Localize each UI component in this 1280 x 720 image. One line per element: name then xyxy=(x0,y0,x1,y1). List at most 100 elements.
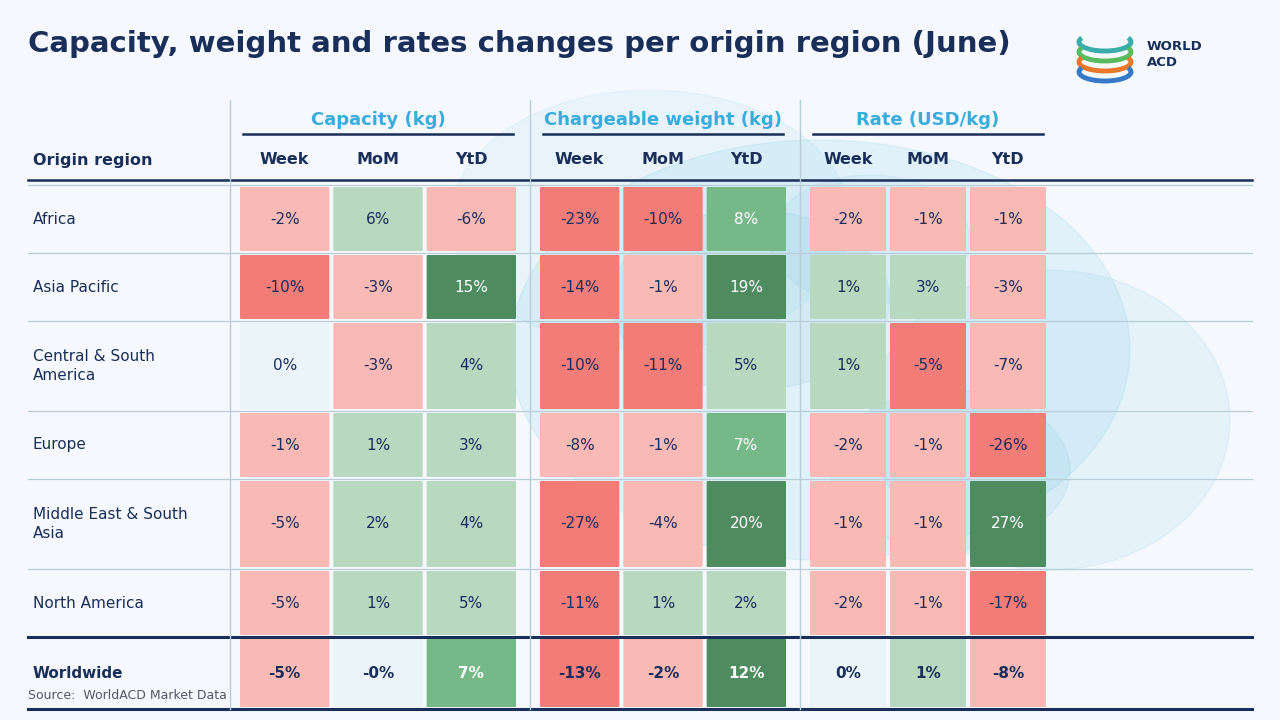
FancyBboxPatch shape xyxy=(540,639,620,707)
FancyBboxPatch shape xyxy=(623,187,703,251)
FancyBboxPatch shape xyxy=(707,481,786,567)
FancyBboxPatch shape xyxy=(707,413,786,477)
FancyBboxPatch shape xyxy=(333,187,422,251)
Text: -1%: -1% xyxy=(270,438,300,452)
FancyBboxPatch shape xyxy=(426,255,516,319)
Text: Rate (USD/kg): Rate (USD/kg) xyxy=(856,111,1000,129)
FancyBboxPatch shape xyxy=(970,255,1046,319)
FancyBboxPatch shape xyxy=(426,571,516,635)
Text: -2%: -2% xyxy=(833,438,863,452)
Text: -3%: -3% xyxy=(364,279,393,294)
Text: -1%: -1% xyxy=(913,516,943,531)
Text: 5%: 5% xyxy=(460,595,484,611)
FancyBboxPatch shape xyxy=(426,323,516,409)
Text: Capacity, weight and rates changes per origin region (June): Capacity, weight and rates changes per o… xyxy=(28,30,1011,58)
FancyBboxPatch shape xyxy=(707,323,786,409)
FancyBboxPatch shape xyxy=(333,481,422,567)
Text: YtD: YtD xyxy=(454,153,488,168)
Text: MoM: MoM xyxy=(641,153,685,168)
FancyBboxPatch shape xyxy=(623,481,703,567)
FancyBboxPatch shape xyxy=(890,323,966,409)
Text: Worldwide: Worldwide xyxy=(33,665,123,680)
FancyBboxPatch shape xyxy=(333,571,422,635)
Text: North America: North America xyxy=(33,595,143,611)
Text: 1%: 1% xyxy=(836,279,860,294)
Text: Middle East & South
Asia: Middle East & South Asia xyxy=(33,507,188,541)
Text: -3%: -3% xyxy=(364,359,393,374)
FancyBboxPatch shape xyxy=(970,187,1046,251)
Text: 6%: 6% xyxy=(366,212,390,227)
FancyBboxPatch shape xyxy=(707,571,786,635)
Text: -3%: -3% xyxy=(993,279,1023,294)
Text: -1%: -1% xyxy=(913,438,943,452)
Text: -0%: -0% xyxy=(362,665,394,680)
Text: -2%: -2% xyxy=(270,212,300,227)
Text: -2%: -2% xyxy=(833,212,863,227)
Text: YtD: YtD xyxy=(992,153,1024,168)
FancyBboxPatch shape xyxy=(540,187,620,251)
Text: -13%: -13% xyxy=(558,665,602,680)
Text: Source:  WorldACD Market Data: Source: WorldACD Market Data xyxy=(28,689,227,702)
FancyBboxPatch shape xyxy=(890,639,966,707)
Text: Capacity (kg): Capacity (kg) xyxy=(311,111,445,129)
FancyBboxPatch shape xyxy=(810,413,886,477)
FancyBboxPatch shape xyxy=(241,323,329,409)
Text: -5%: -5% xyxy=(270,516,300,531)
Text: -26%: -26% xyxy=(988,438,1028,452)
FancyBboxPatch shape xyxy=(707,187,786,251)
Text: 19%: 19% xyxy=(730,279,763,294)
Text: Week: Week xyxy=(556,153,604,168)
Text: 2%: 2% xyxy=(735,595,759,611)
Text: -11%: -11% xyxy=(559,595,599,611)
Text: 20%: 20% xyxy=(730,516,763,531)
Text: 1%: 1% xyxy=(366,595,390,611)
Text: Africa: Africa xyxy=(33,212,77,227)
Text: 7%: 7% xyxy=(735,438,759,452)
FancyBboxPatch shape xyxy=(810,323,886,409)
Text: 12%: 12% xyxy=(728,665,764,680)
Text: Central & South
America: Central & South America xyxy=(33,349,155,383)
Ellipse shape xyxy=(611,210,890,390)
FancyBboxPatch shape xyxy=(890,481,966,567)
Text: MoM: MoM xyxy=(357,153,399,168)
Text: -1%: -1% xyxy=(913,595,943,611)
Text: WORLD: WORLD xyxy=(1147,40,1203,53)
FancyBboxPatch shape xyxy=(810,481,886,567)
Text: -8%: -8% xyxy=(564,438,594,452)
FancyBboxPatch shape xyxy=(890,571,966,635)
FancyBboxPatch shape xyxy=(540,323,620,409)
Text: 4%: 4% xyxy=(460,516,484,531)
FancyBboxPatch shape xyxy=(623,323,703,409)
Text: -6%: -6% xyxy=(457,212,486,227)
FancyBboxPatch shape xyxy=(333,413,422,477)
FancyBboxPatch shape xyxy=(241,639,329,707)
Text: -5%: -5% xyxy=(913,359,943,374)
Text: 1%: 1% xyxy=(915,665,941,680)
Ellipse shape xyxy=(829,390,1070,550)
FancyBboxPatch shape xyxy=(810,187,886,251)
Text: 1%: 1% xyxy=(650,595,675,611)
Text: -1%: -1% xyxy=(993,212,1023,227)
Text: 7%: 7% xyxy=(458,665,484,680)
Text: -8%: -8% xyxy=(992,665,1024,680)
Text: Chargeable weight (kg): Chargeable weight (kg) xyxy=(544,111,782,129)
FancyBboxPatch shape xyxy=(241,413,329,477)
Text: Europe: Europe xyxy=(33,438,87,452)
Text: 0%: 0% xyxy=(835,665,861,680)
FancyBboxPatch shape xyxy=(890,413,966,477)
Text: -1%: -1% xyxy=(648,279,678,294)
Text: -4%: -4% xyxy=(648,516,678,531)
Text: MoM: MoM xyxy=(906,153,950,168)
Text: -11%: -11% xyxy=(644,359,682,374)
Text: 15%: 15% xyxy=(454,279,488,294)
FancyBboxPatch shape xyxy=(970,323,1046,409)
FancyBboxPatch shape xyxy=(333,639,422,707)
FancyBboxPatch shape xyxy=(810,571,886,635)
Text: Asia Pacific: Asia Pacific xyxy=(33,279,119,294)
Ellipse shape xyxy=(771,175,970,305)
FancyBboxPatch shape xyxy=(241,481,329,567)
FancyBboxPatch shape xyxy=(540,571,620,635)
Ellipse shape xyxy=(509,140,1130,560)
Text: 27%: 27% xyxy=(991,516,1025,531)
Ellipse shape xyxy=(870,270,1230,570)
